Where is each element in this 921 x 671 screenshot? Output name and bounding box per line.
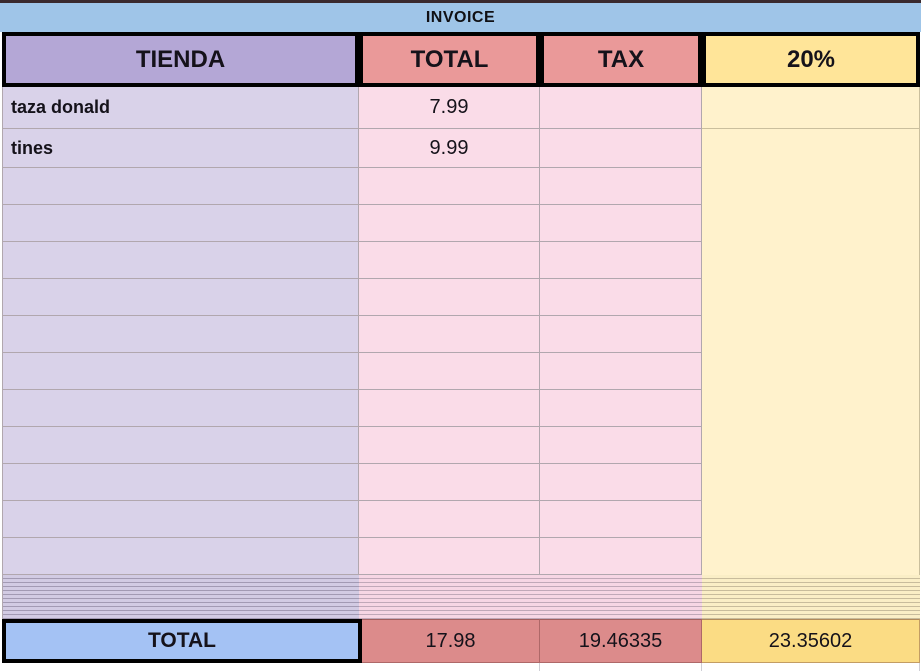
tienda-cell[interactable] [3, 427, 359, 464]
header-cell-pct[interactable]: 20% [702, 32, 920, 87]
tax-cell[interactable] [540, 353, 702, 390]
column-pct [702, 87, 920, 575]
tax-cell[interactable] [540, 464, 702, 501]
column-tax [540, 87, 702, 575]
total-cell[interactable] [359, 427, 540, 464]
tax-cell[interactable] [540, 168, 702, 205]
tienda-cell[interactable] [3, 205, 359, 242]
total-cell[interactable] [359, 538, 540, 575]
column-tienda: taza donald tines [2, 87, 359, 575]
table-header-row: TIENDA TOTAL TAX 20% [0, 32, 921, 87]
tienda-cell[interactable] [3, 353, 359, 390]
tax-cell[interactable] [540, 501, 702, 538]
total-cell[interactable] [359, 501, 540, 538]
tienda-cell[interactable] [3, 464, 359, 501]
tienda-cell[interactable] [3, 316, 359, 353]
tienda-cell[interactable] [3, 501, 359, 538]
partial-cell [702, 663, 920, 671]
total-cell[interactable]: 7.99 [359, 87, 540, 129]
collapsed-rows-tax[interactable] [540, 575, 702, 619]
tienda-cell[interactable] [3, 538, 359, 575]
total-cell[interactable] [359, 242, 540, 279]
tax-cell[interactable] [540, 427, 702, 464]
top-edge-divider [0, 0, 921, 3]
partial-cell [2, 663, 362, 671]
tax-cell[interactable] [540, 316, 702, 353]
tax-cell[interactable] [540, 129, 702, 168]
invoice-title: INVOICE [425, 8, 496, 26]
column-total: 7.99 9.99 [359, 87, 540, 575]
footer-pct-value-cell[interactable]: 23.35602 [702, 619, 920, 663]
total-cell[interactable] [359, 353, 540, 390]
footer-total-value-cell[interactable]: 17.98 [362, 619, 540, 663]
collapsed-rows-band [0, 575, 921, 619]
tax-cell[interactable] [540, 390, 702, 427]
tienda-cell[interactable]: taza donald [3, 87, 359, 129]
collapsed-rows-total[interactable] [359, 575, 540, 619]
tienda-cell[interactable] [3, 242, 359, 279]
partial-cell [540, 663, 702, 671]
footer-total-label-cell[interactable]: TOTAL [2, 619, 362, 663]
pct-merged-cell[interactable] [702, 129, 920, 575]
tienda-cell[interactable]: tines [3, 129, 359, 168]
total-cell[interactable] [359, 205, 540, 242]
tax-cell[interactable] [540, 87, 702, 129]
total-cell[interactable] [359, 316, 540, 353]
pct-cell[interactable] [702, 87, 920, 129]
invoice-title-bar[interactable]: INVOICE [0, 3, 921, 32]
collapsed-rows-pct[interactable] [702, 575, 920, 619]
total-cell[interactable] [359, 390, 540, 427]
table-body: taza donald tines 7.99 9.99 [0, 87, 921, 575]
tax-cell[interactable] [540, 205, 702, 242]
total-cell[interactable] [359, 279, 540, 316]
collapsed-rows-tienda[interactable] [2, 575, 359, 619]
footer-tax-value-cell[interactable]: 19.46335 [540, 619, 702, 663]
tienda-cell[interactable] [3, 390, 359, 427]
table-footer-row: TOTAL 17.98 19.46335 23.35602 [0, 619, 921, 663]
partial-cell [362, 663, 540, 671]
tienda-cell[interactable] [3, 168, 359, 205]
partial-next-row [0, 663, 921, 671]
header-cell-total[interactable]: TOTAL [359, 32, 540, 87]
total-cell[interactable] [359, 168, 540, 205]
tax-cell[interactable] [540, 242, 702, 279]
total-cell[interactable]: 9.99 [359, 129, 540, 168]
tax-cell[interactable] [540, 538, 702, 575]
header-cell-tax[interactable]: TAX [540, 32, 702, 87]
total-cell[interactable] [359, 464, 540, 501]
tienda-cell[interactable] [3, 279, 359, 316]
tax-cell[interactable] [540, 279, 702, 316]
header-cell-tienda[interactable]: TIENDA [2, 32, 359, 87]
